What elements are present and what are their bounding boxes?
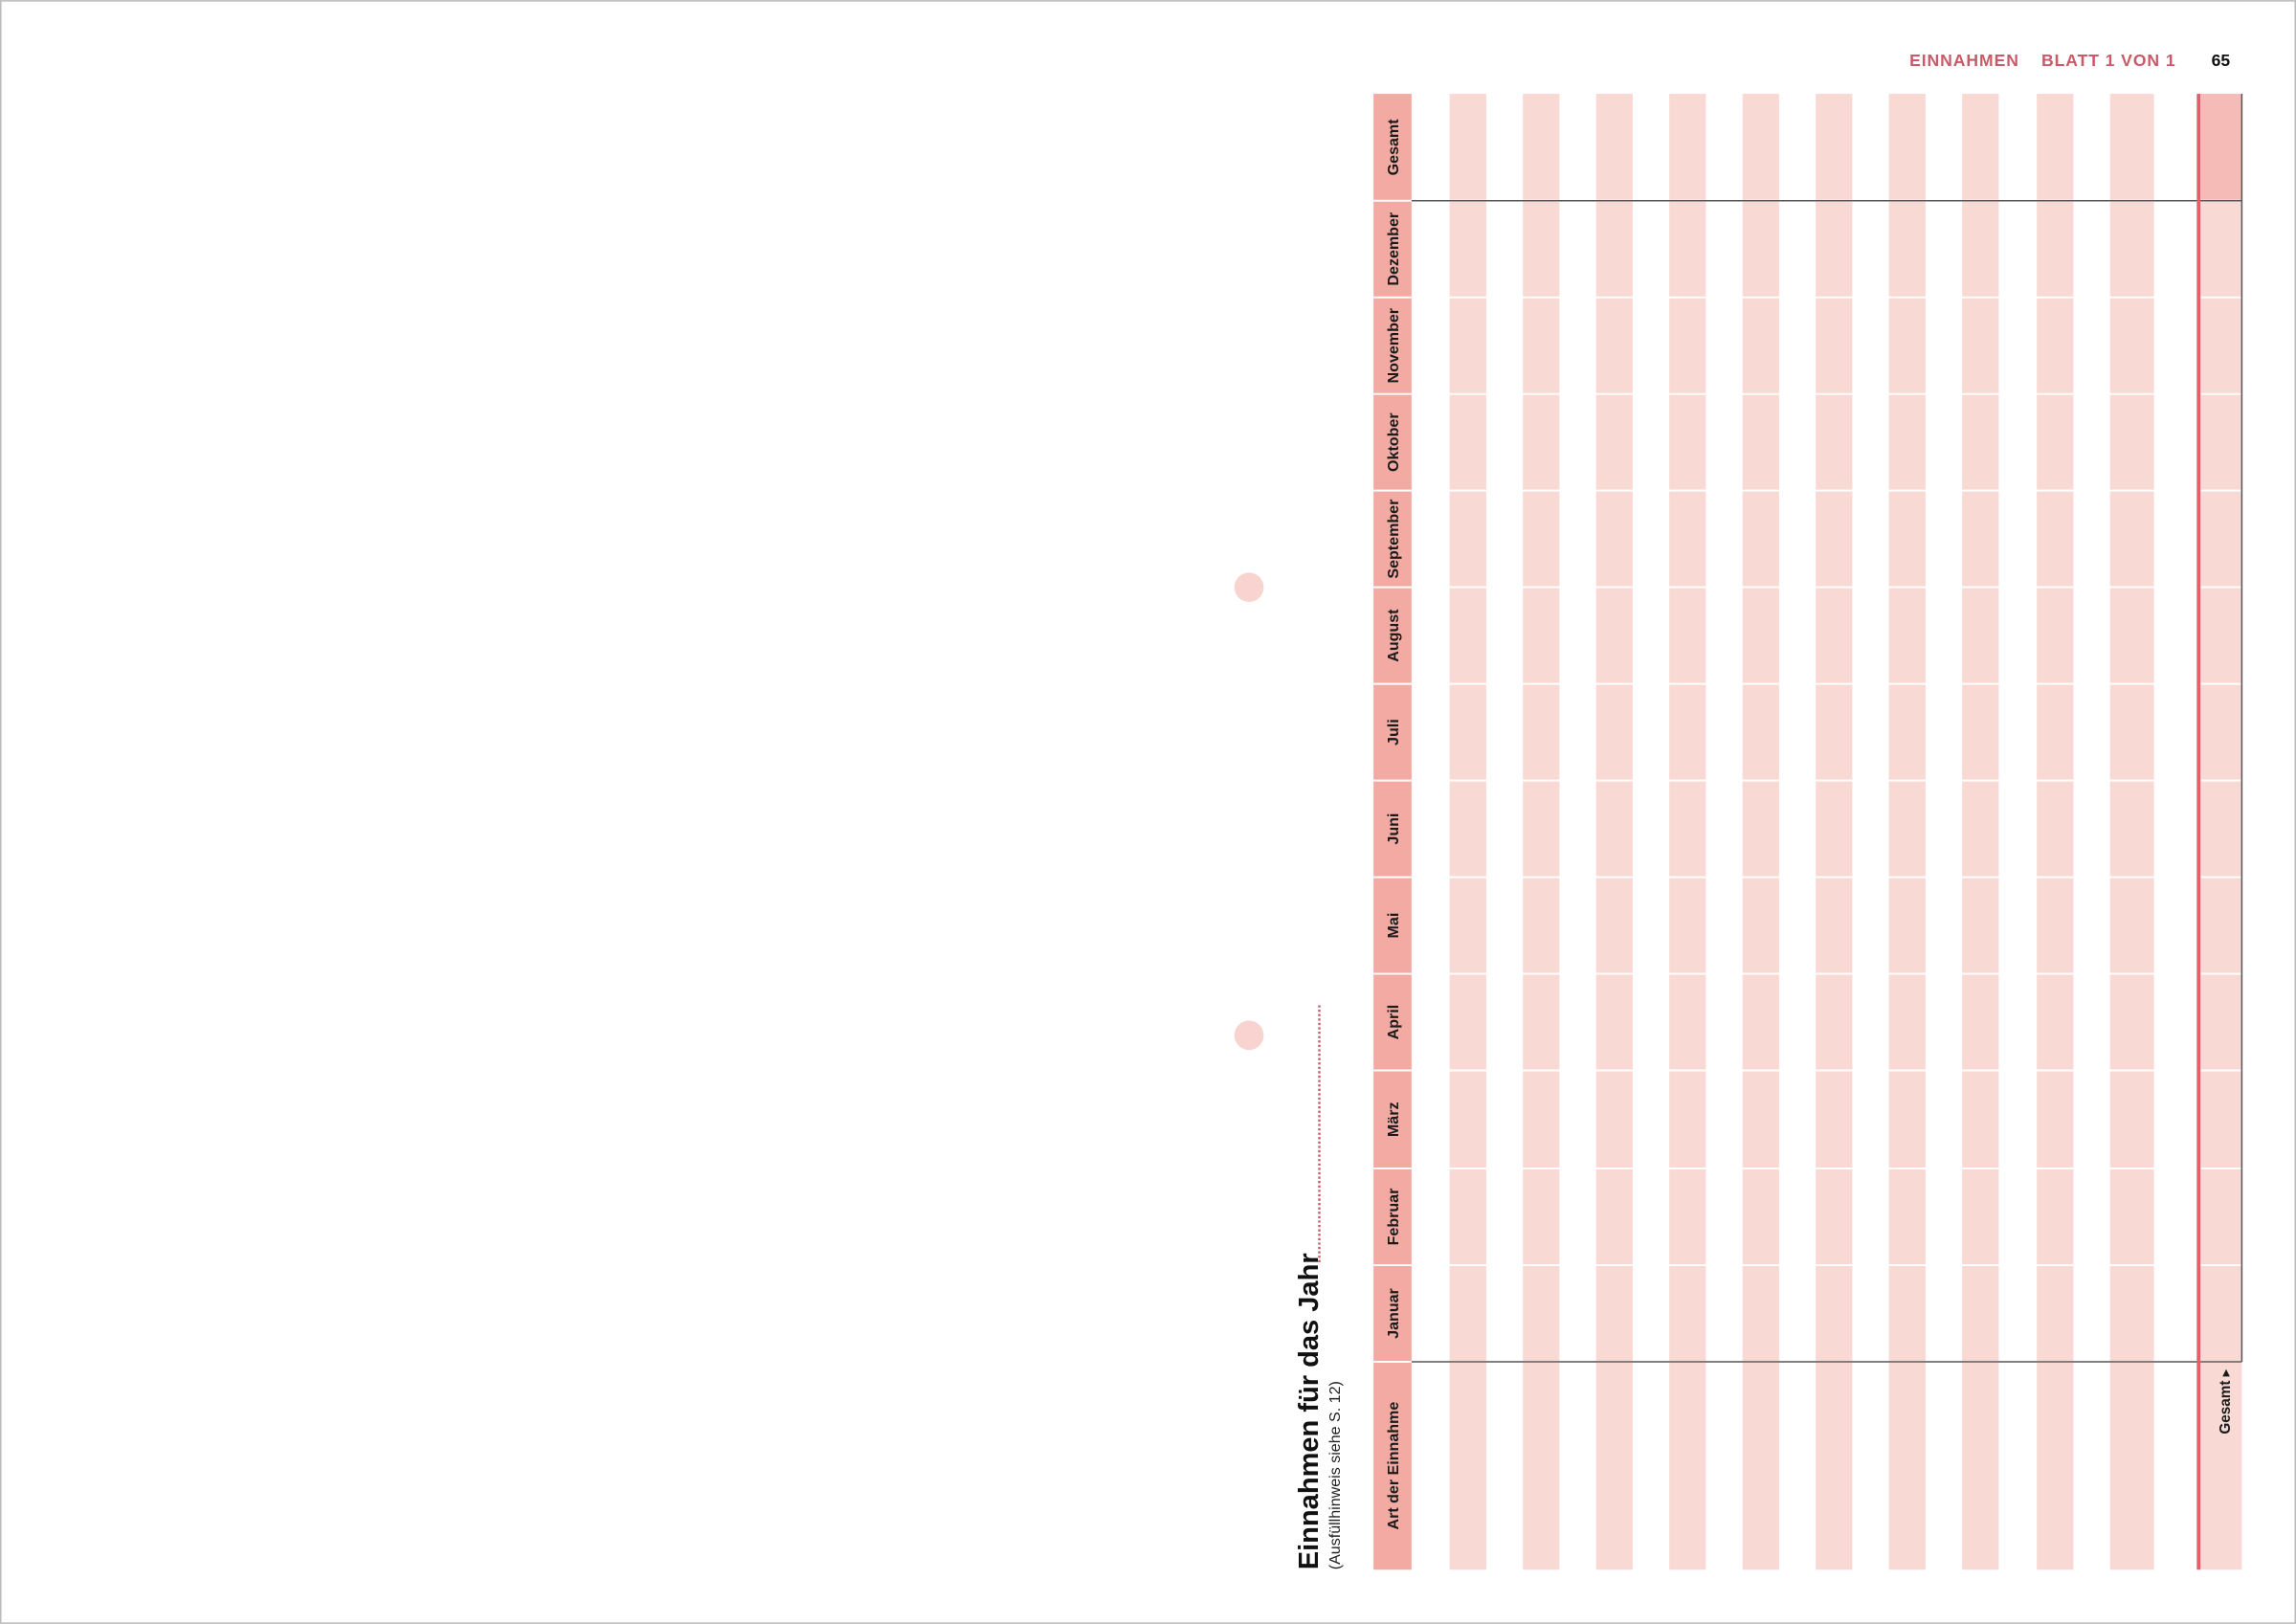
column-label: Juli (1385, 719, 1402, 745)
table: Art der Einnahme Januar Februar März April Ma… (1373, 94, 2243, 1570)
entry-column (1742, 94, 1779, 1570)
entry-column (1595, 94, 1633, 1570)
column-label: Februar (1385, 1189, 1402, 1246)
entry-column (1962, 94, 1999, 1570)
entry-column (1523, 94, 1560, 1570)
total-cell (2200, 94, 2242, 201)
sheet-label: BLATT 1 VON 1 (2041, 51, 2176, 70)
entry-column (2037, 94, 2074, 1570)
section-label: EINNAHMEN (1909, 51, 2019, 70)
column-label: November (1385, 308, 1402, 383)
header-strip (1373, 94, 1412, 1570)
column-label: Mai (1385, 913, 1402, 939)
column-label: September (1385, 500, 1402, 579)
entry-column (1669, 94, 1706, 1570)
punch-hole (1234, 572, 1264, 602)
column-label: April (1385, 1005, 1402, 1040)
column-label: Juni (1385, 813, 1402, 845)
entry-column (1816, 94, 1853, 1570)
column-label: Gesamt (1385, 119, 1402, 176)
total-label: Gesamt ▸ (2218, 1368, 2234, 1434)
entry-column (2109, 94, 2154, 1570)
total-column (2200, 94, 2242, 1570)
form-subtitle: (Ausfüllhinweis siehe S. 12) (1326, 1381, 1344, 1569)
entry-column (1888, 94, 1926, 1570)
page-number: 65 (2212, 51, 2231, 70)
column-label: Dezember (1385, 212, 1402, 286)
punch-hole (1234, 1020, 1264, 1051)
form-title: Einnahmen für das Jahr (1294, 1253, 1325, 1569)
column-label: Oktober (1385, 412, 1402, 472)
column-label: Januar (1385, 1288, 1402, 1339)
column-label: August (1385, 609, 1402, 662)
entry-column (1449, 94, 1486, 1570)
column-label: Art der Einnahme (1385, 1402, 1402, 1530)
column-label: März (1385, 1102, 1402, 1138)
